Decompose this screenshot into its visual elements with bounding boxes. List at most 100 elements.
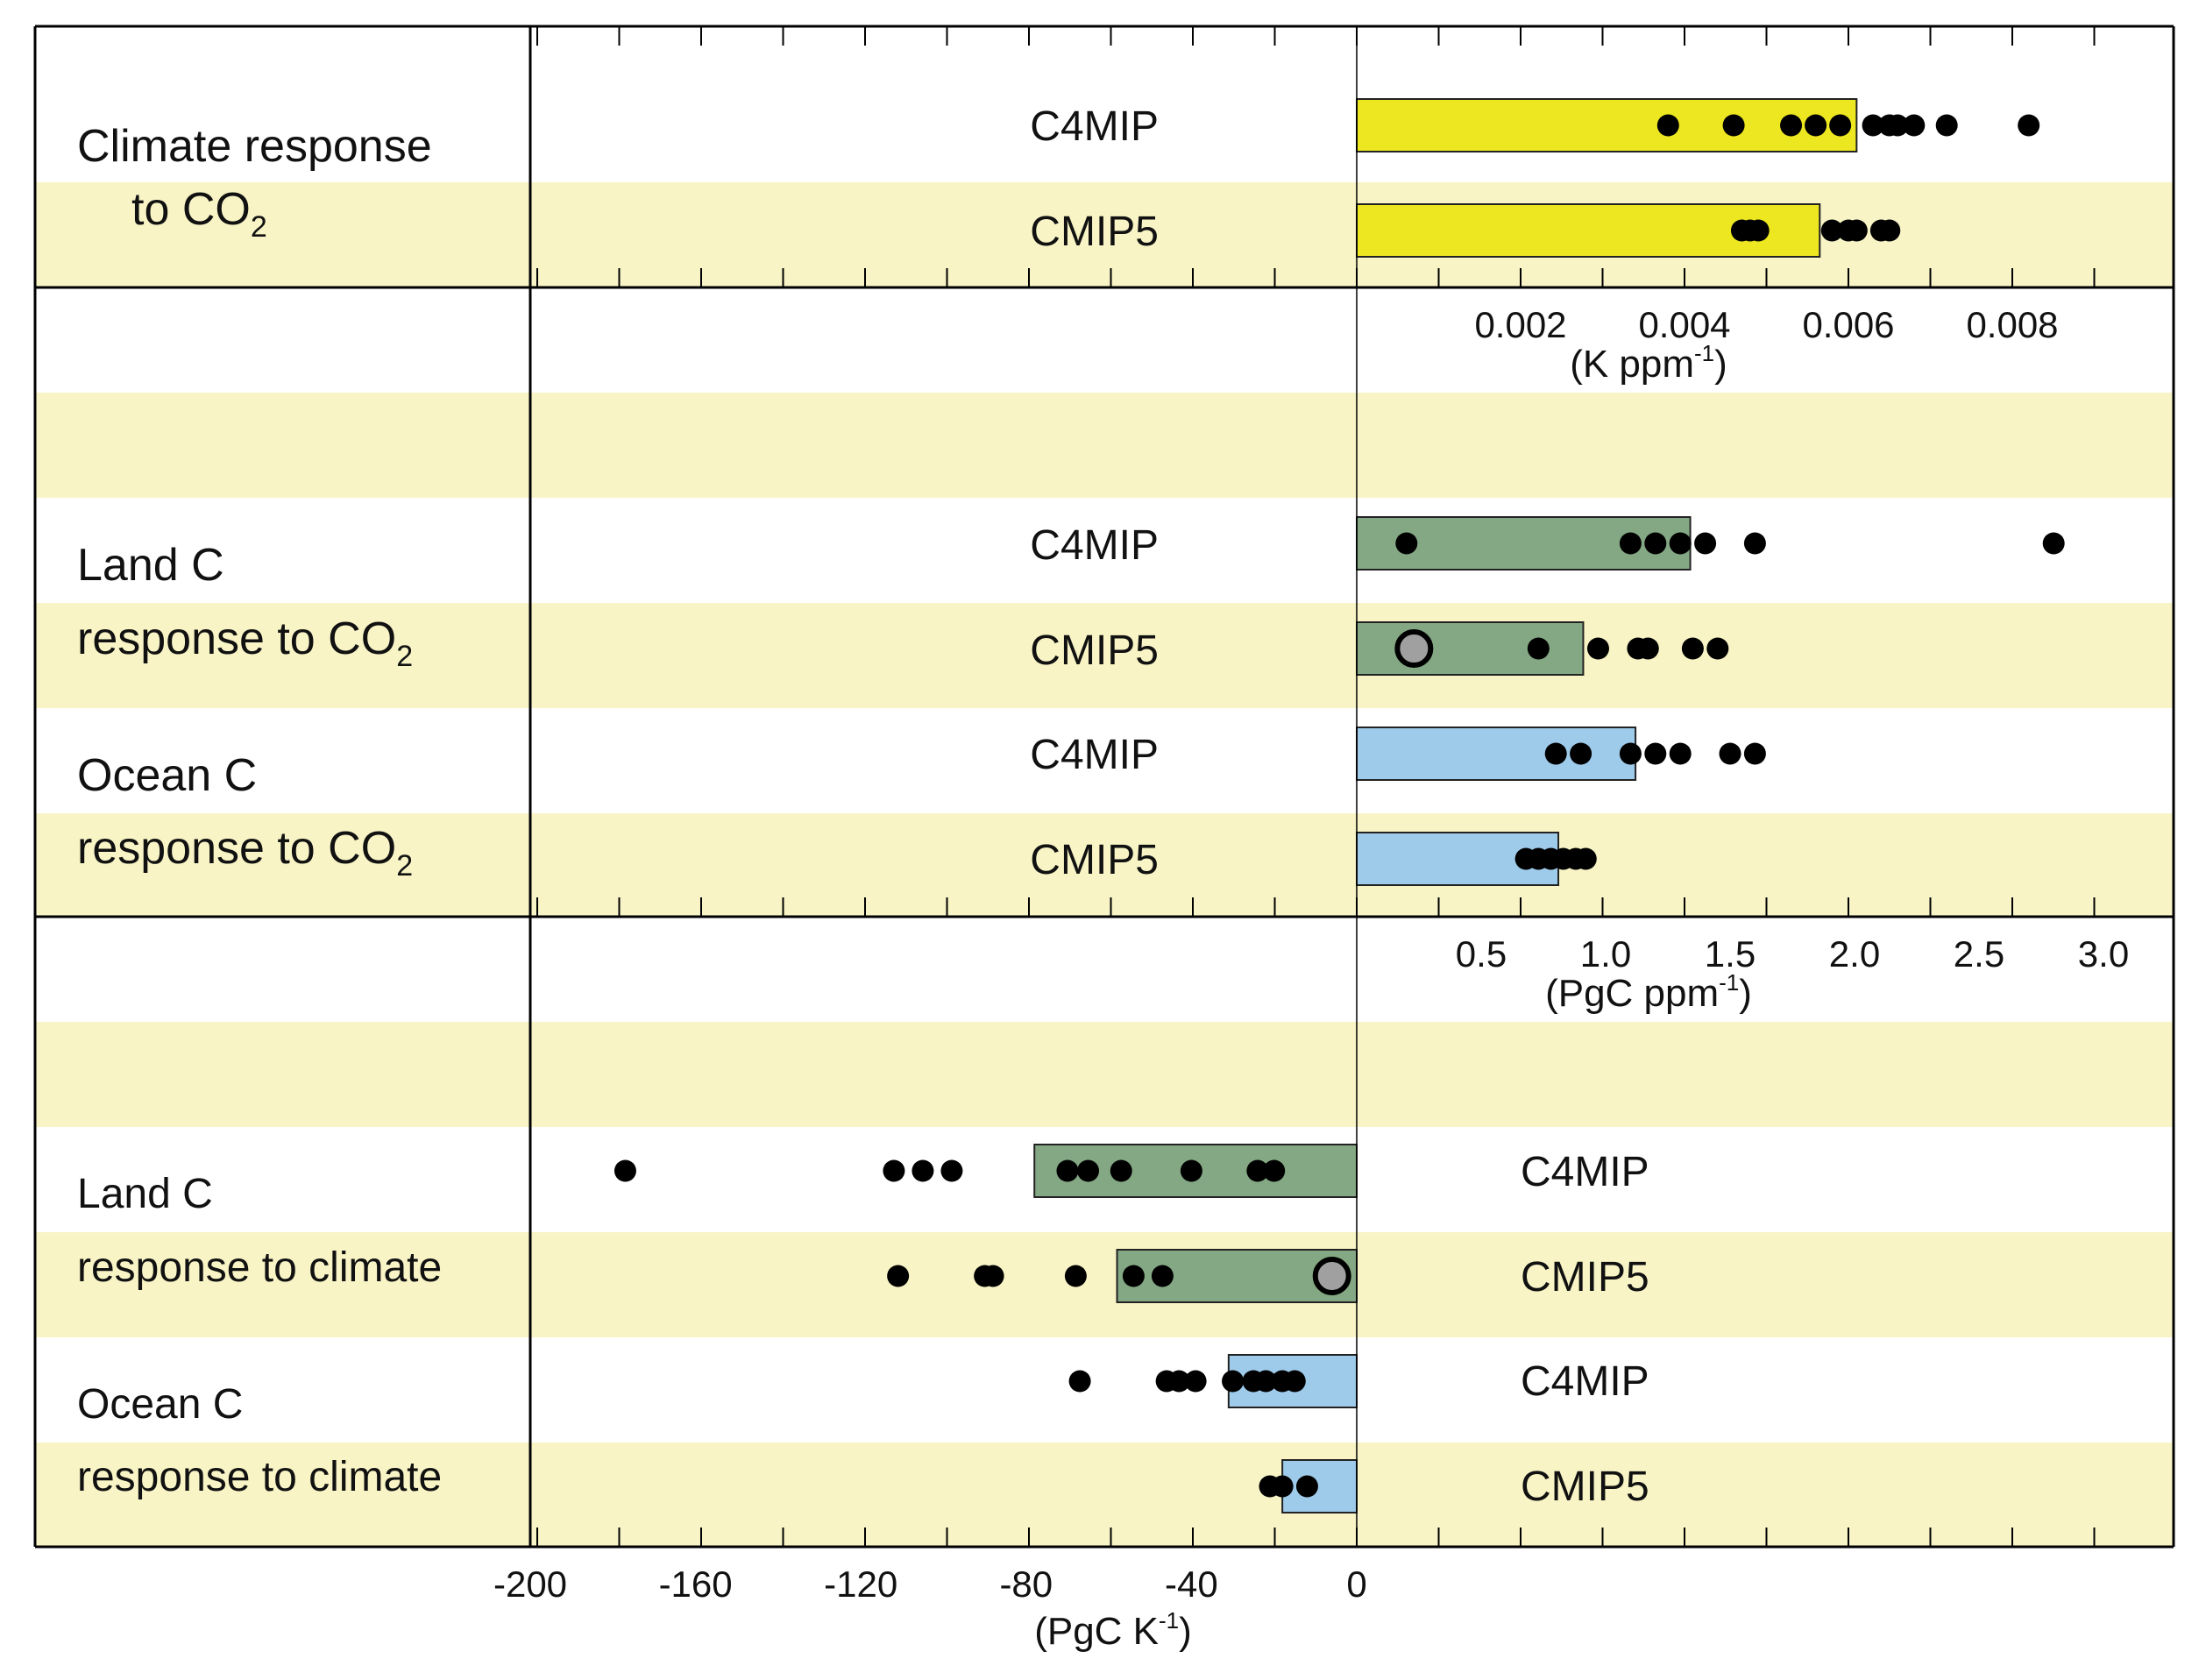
- model-dot-ocean-climate-cmip5-1: [1271, 1475, 1294, 1498]
- series-label-ocean-climate-c4mip: C4MIP: [1521, 1358, 1649, 1405]
- model-dot-climate-c4mip-3: [1805, 114, 1827, 137]
- model-dot-ocean-climate-c4mip-0: [1068, 1370, 1091, 1393]
- model-dot-hollow-land-co2-cmip5-0: [1394, 629, 1434, 668]
- series-label-ocean-climate-cmip5: CMIP5: [1521, 1464, 1649, 1510]
- model-dot-climate-c4mip-0: [1656, 114, 1679, 137]
- model-dot-land-co2-c4mip-1: [1619, 532, 1642, 555]
- model-dot-ocean-co2-c4mip-5: [1719, 742, 1741, 765]
- tick-label-1-0: 0.5: [1456, 933, 1507, 975]
- series-label-land-climate-cmip5: CMIP5: [1521, 1254, 1649, 1301]
- tick-label-1-5: 3.0: [2078, 933, 2129, 975]
- row-band-1: [35, 393, 2174, 498]
- model-dot-land-climate-c4mip-3: [940, 1159, 963, 1182]
- series-label-climate-cmip5: CMIP5: [1030, 209, 1159, 255]
- tick-label-1-2: 1.5: [1705, 933, 1756, 975]
- row-band-6: [35, 1443, 2174, 1547]
- model-dot-land-climate-cmip5-0: [887, 1265, 910, 1287]
- model-dot-ocean-co2-c4mip-3: [1644, 742, 1667, 765]
- model-dots: [614, 114, 2065, 1498]
- mean-bar-ocean-co2-c4mip: [1356, 727, 1637, 781]
- tick-labels-climate: 0.002 0.004 0.006 0.008: [1474, 304, 2058, 345]
- model-dot-ocean-climate-cmip5-2: [1295, 1475, 1318, 1498]
- tick-label-2-2: -120: [824, 1563, 897, 1605]
- model-dot-ocean-climate-c4mip-8: [1283, 1370, 1306, 1393]
- tick-label-2-5: 0: [1346, 1563, 1366, 1605]
- model-dot-hollow-land-climate-cmip5-0: [1312, 1257, 1351, 1295]
- model-dot-land-climate-c4mip-0: [614, 1159, 636, 1182]
- model-dot-ocean-co2-c4mip-6: [1743, 742, 1766, 765]
- model-dot-land-co2-c4mip-4: [1694, 532, 1717, 555]
- model-dot-ocean-co2-cmip5-5: [1574, 847, 1597, 870]
- model-dot-ocean-co2-c4mip-4: [1669, 742, 1692, 765]
- model-dot-land-co2-c4mip-3: [1669, 532, 1692, 555]
- model-dot-climate-c4mip-1: [1722, 114, 1745, 137]
- group-label-land-climate-line1: Land C: [77, 1171, 213, 1217]
- series-label-land-co2-cmip5: CMIP5: [1030, 627, 1159, 674]
- model-dot-land-climate-cmip5-4: [1122, 1265, 1145, 1287]
- tick-label-0-1: 0.004: [1638, 304, 1730, 345]
- model-dot-climate-c4mip-5: [1862, 114, 1884, 137]
- model-dot-land-climate-c4mip-2: [911, 1159, 934, 1182]
- model-dot-ocean-climate-c4mip-4: [1222, 1370, 1245, 1393]
- model-dot-land-climate-cmip5-2: [982, 1265, 1004, 1287]
- model-dot-land-co2-c4mip-2: [1644, 532, 1667, 555]
- model-dot-climate-c4mip-10: [2018, 114, 2040, 137]
- tick-label-1-4: 2.5: [1954, 933, 2004, 975]
- model-dot-climate-c4mip-2: [1780, 114, 1803, 137]
- tick-label-1-3: 2.0: [1829, 933, 1880, 975]
- series-label-ocean-co2-cmip5: CMIP5: [1030, 837, 1159, 883]
- model-dot-climate-cmip5-2: [1747, 219, 1770, 242]
- model-dot-land-climate-c4mip-9: [1263, 1159, 1286, 1182]
- series-label-land-co2-c4mip: C4MIP: [1030, 522, 1159, 569]
- tick-label-1-1: 1.0: [1580, 933, 1631, 975]
- model-dot-land-climate-c4mip-1: [883, 1159, 905, 1182]
- group-label-land-co2-line1: Land C: [77, 540, 224, 591]
- axis-label-carbon-climate: (PgC K-1): [1034, 1607, 1192, 1653]
- group-label-ocean-climate-line2: response to climate: [77, 1454, 442, 1500]
- model-dot-ocean-climate-c4mip-2: [1167, 1370, 1190, 1393]
- row-band-3: [35, 813, 2174, 917]
- model-dot-ocean-climate-c4mip-6: [1254, 1370, 1277, 1393]
- group-label-ocean-co2-line1: Ocean C: [77, 750, 257, 801]
- model-dot-land-climate-cmip5-5: [1151, 1265, 1174, 1287]
- tick-label-2-4: -40: [1165, 1563, 1218, 1605]
- group-label-climate-line1: Climate response: [77, 121, 432, 172]
- tick-labels-carbon-climate: -200 -160 -120 -80 -40 0: [493, 1563, 1367, 1605]
- model-dot-land-co2-cmip5-4: [1681, 637, 1704, 660]
- tick-label-2-1: -160: [659, 1563, 733, 1605]
- row-band-4: [35, 1022, 2174, 1127]
- series-label-ocean-co2-c4mip: C4MIP: [1030, 732, 1159, 778]
- tick-label-0-2: 0.006: [1802, 304, 1894, 345]
- model-dot-land-co2-cmip5-0: [1527, 637, 1550, 660]
- tick-label-0-3: 0.008: [1966, 304, 2058, 345]
- tick-labels-carbon-co2: 0.5 1.0 1.5 2.0 2.5 3.0: [1456, 933, 2129, 975]
- model-dot-climate-cmip5-5: [1845, 219, 1868, 242]
- model-dot-land-co2-c4mip-5: [1743, 532, 1766, 555]
- row-bands: [35, 182, 2174, 1547]
- axis-label-carbon-co2: (PgC ppm-1): [1545, 969, 1752, 1015]
- model-dot-climate-c4mip-4: [1829, 114, 1852, 137]
- model-dot-land-climate-c4mip-8: [1246, 1159, 1269, 1182]
- group-label-ocean-climate-line1: Ocean C: [77, 1381, 243, 1428]
- tick-label-2-0: -200: [493, 1563, 567, 1605]
- model-dot-ocean-co2-c4mip-0: [1544, 742, 1567, 765]
- model-dot-land-co2-c4mip-6: [2042, 532, 2065, 555]
- series-label-land-climate-c4mip: C4MIP: [1521, 1149, 1649, 1195]
- group-label-climate-line2: to CO2: [131, 184, 267, 244]
- model-dot-land-co2-c4mip-0: [1395, 532, 1418, 555]
- model-dot-ocean-co2-c4mip-1: [1570, 742, 1592, 765]
- series-label-climate-c4mip: C4MIP: [1030, 103, 1159, 150]
- row-band-2: [35, 603, 2174, 708]
- model-dot-land-co2-cmip5-3: [1636, 637, 1659, 660]
- group-label-land-co2-line2: response to CO2: [77, 613, 413, 673]
- panel-frame: [33, 25, 2175, 1549]
- mean-bar-ocean-climate-cmip5: [1281, 1459, 1358, 1513]
- model-dot-ocean-co2-c4mip-2: [1619, 742, 1642, 765]
- model-dot-land-climate-c4mip-7: [1180, 1159, 1202, 1182]
- model-dot-climate-c4mip-9: [1935, 114, 1958, 137]
- model-dot-land-climate-c4mip-5: [1077, 1159, 1100, 1182]
- model-dot-climate-c4mip-7: [1886, 114, 1909, 137]
- group-label-land-climate-line2: response to climate: [77, 1244, 442, 1291]
- model-dot-land-climate-cmip5-3: [1064, 1265, 1087, 1287]
- tick-label-0-0: 0.002: [1474, 304, 1566, 345]
